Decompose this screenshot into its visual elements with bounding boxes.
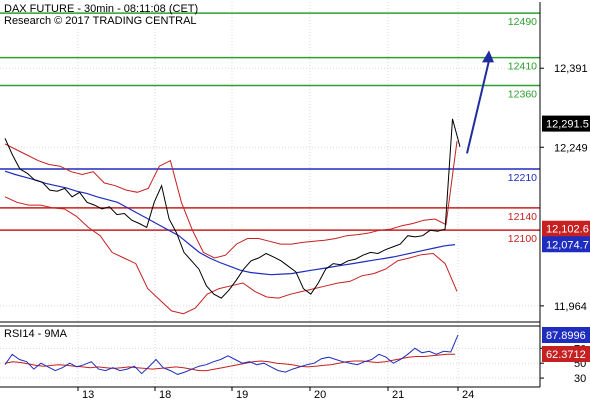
lower-band-line	[4, 196, 458, 315]
price-badge-bg	[542, 236, 590, 253]
level-label: 12490	[508, 16, 537, 28]
price-y-tick-label: 12,391	[554, 63, 588, 75]
projection-arrow-shaft	[466, 56, 491, 154]
price-badges: 12,291.5 12,102.6 12,074.7 87.8996 62.3712	[542, 115, 590, 362]
x-tick-label: 21	[392, 389, 404, 400]
rsi-badge-label: 87.8996	[546, 330, 586, 342]
projection-arrow-group	[466, 50, 494, 154]
moving-average-line	[4, 170, 456, 276]
price-y-tick-label: 11,964	[554, 301, 587, 313]
level-label: 12100	[508, 233, 537, 245]
level-label: 12360	[508, 88, 537, 100]
x-axis-ticks: 13 18 19 20 21 24	[77, 387, 474, 401]
price-badge-label: 12,291.5	[546, 119, 589, 131]
x-tick-label: 13	[82, 389, 94, 400]
price-y-tick-label: 12,249	[554, 142, 588, 154]
price-line	[4, 118, 461, 299]
rsi-badge-label: 62.3712	[546, 349, 586, 361]
upper-band-line	[4, 141, 458, 259]
projection-arrowhead	[482, 50, 494, 63]
rsi-lines	[4, 334, 459, 375]
rsi-panel-grid	[0, 326, 540, 387]
rsi-ma-line	[4, 353, 455, 372]
price-badge-label: 12,074.7	[546, 239, 589, 251]
price-panel-grid	[0, 2, 540, 322]
chart-title: DAX FUTURE - 30min - 08:11:08 (CET)	[4, 3, 198, 15]
price-badge-bg	[542, 220, 590, 237]
level-label: 12140	[508, 211, 537, 223]
price-badge-bg	[542, 115, 590, 132]
level-label: 12210	[508, 172, 537, 184]
horizontal-levels: 12490 12410 12360 12210 12140 12100	[0, 12, 540, 245]
x-tick-label: 24	[462, 389, 474, 400]
x-tick-label: 18	[159, 389, 171, 400]
level-label: 12410	[508, 61, 537, 73]
chart-subtitle: Research © 2017 TRADING CENTRAL	[4, 15, 197, 27]
x-tick-label: 20	[314, 389, 326, 400]
rsi-line	[4, 334, 459, 375]
rsi-badge-bg	[542, 327, 590, 344]
x-tick-label: 19	[236, 389, 248, 400]
rsi-title: RSI14 - 9MA	[4, 328, 68, 340]
price-badge-label: 12,102.6	[546, 224, 589, 236]
rsi-badge-bg	[542, 345, 590, 362]
rsi-y-tick-label: 30	[574, 373, 586, 385]
price-bands	[4, 118, 461, 315]
